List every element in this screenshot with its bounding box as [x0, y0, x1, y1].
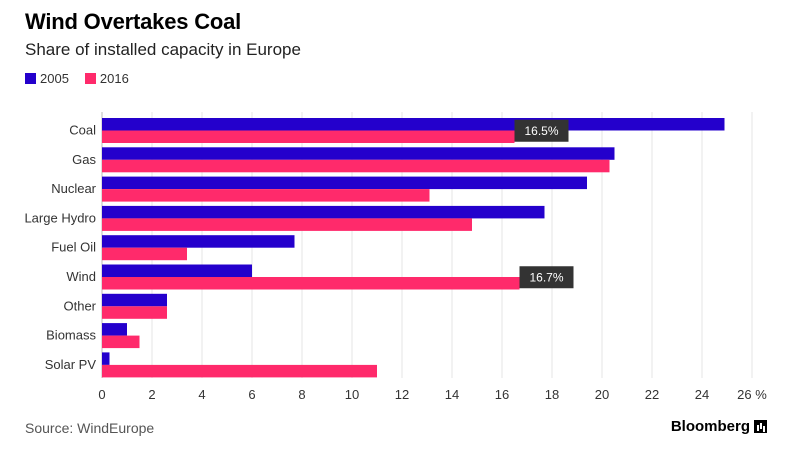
category-label: Nuclear [51, 181, 96, 196]
x-tick-label: 16 [495, 387, 509, 402]
bar-2005 [102, 264, 252, 277]
annotation-box [519, 266, 574, 289]
brand-chart-icon [754, 420, 767, 433]
legend-item-2016: 2016 [84, 71, 129, 86]
source-note: Source: WindEurope [25, 420, 155, 436]
bar-2005 [102, 176, 587, 190]
bar-2016 [102, 189, 430, 202]
x-tick-label: 2 [148, 387, 155, 402]
category-label: Gas [72, 152, 96, 167]
bar-2016 [102, 130, 515, 143]
x-tick-label: 8 [298, 387, 305, 402]
category-label: Coal [69, 123, 96, 138]
bar-2005 [102, 323, 127, 336]
x-tick-label: 14 [445, 387, 459, 402]
bar-2016 [102, 364, 377, 378]
bar-2005 [102, 118, 725, 131]
legend-swatch-2005 [25, 73, 36, 84]
x-tick-label: 26 % [737, 387, 767, 402]
bar-2005 [102, 235, 295, 248]
bar-2005 [102, 352, 110, 365]
annotation-label: 16.5% [524, 124, 558, 138]
x-tick-label: 20 [595, 387, 609, 402]
x-tick-label: 22 [645, 387, 659, 402]
x-tick-label: 12 [395, 387, 409, 402]
category-label: Wind [66, 269, 96, 284]
x-tick-label: 6 [248, 387, 255, 402]
x-tick-label: 10 [345, 387, 359, 402]
category-label: Biomass [46, 328, 96, 343]
annotation-box [514, 119, 569, 142]
brand-name: Bloomberg [670, 418, 750, 435]
category-label: Solar PV [45, 357, 97, 372]
bar-2016 [102, 159, 610, 173]
category-label: Fuel Oil [51, 240, 96, 255]
legend-label-2016: 2016 [99, 71, 129, 86]
annotation-label: 16.7% [529, 270, 563, 284]
bar-2016 [102, 247, 187, 261]
bar-2016 [102, 335, 140, 349]
bar-2005 [102, 293, 167, 307]
category-label: Large Hydro [24, 210, 96, 225]
chart-subtitle: Share of installed capacity in Europe [25, 40, 301, 59]
chart-title: Wind Overtakes Coal [25, 9, 242, 34]
legend: 2005 2016 [25, 71, 145, 86]
brand-logo: Bloomberg [671, 418, 767, 435]
category-label: Other [63, 298, 96, 313]
x-tick-label: 4 [198, 387, 205, 402]
legend-swatch-2016 [84, 73, 96, 84]
legend-item-2005: 2005 [25, 71, 69, 86]
bar-2016 [102, 306, 167, 319]
bar-2005 [102, 147, 615, 160]
bar-2005 [102, 205, 545, 219]
x-tick-label: 18 [545, 387, 559, 402]
x-tick-label: 24 [695, 387, 709, 402]
x-tick-label: 0 [98, 387, 105, 402]
legend-label-2005: 2005 [40, 71, 69, 86]
bar-2016 [102, 277, 520, 290]
bar-2016 [102, 218, 472, 231]
